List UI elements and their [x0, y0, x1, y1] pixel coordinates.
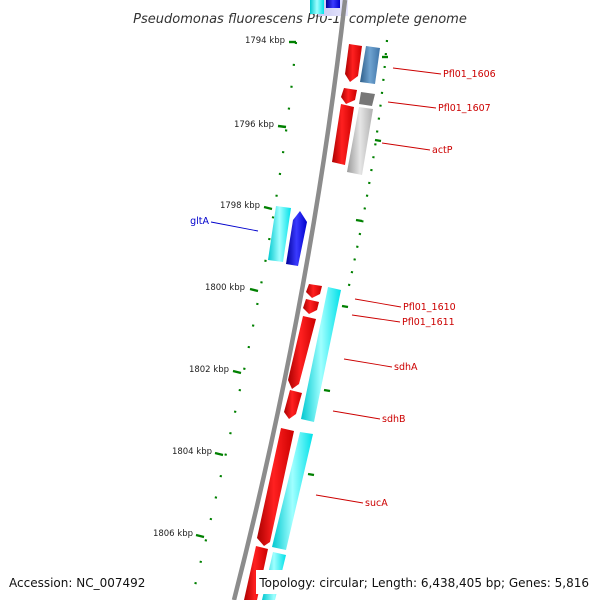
gene-label-sdhA: sdhA: [394, 362, 418, 373]
footer-backdrop-right: [256, 570, 600, 594]
leader-lines: [210, 67, 442, 504]
genome-backbone: [231, 0, 348, 600]
accession-text: Accession: NC_007492: [9, 576, 145, 590]
scale-label: 1798 kbp: [220, 201, 260, 211]
gene-sucA: [257, 428, 313, 550]
feature-top-partial: [310, 0, 348, 16]
topology-summary: Topology: circular; Length: 6,438,405 bp…: [258, 576, 589, 590]
cyan-strand-1: [301, 287, 341, 422]
gene-label-pfl01-1606: Pfl01_1606: [443, 69, 496, 80]
scale-label: 1804 kbp: [172, 447, 212, 457]
gene-label-pfl01-1607: Pfl01_1607: [438, 103, 491, 114]
track-ticks: [307, 55, 388, 477]
scale-label: 1800 kbp: [205, 283, 245, 293]
scale-labels: 1794 kbp 1796 kbp 1798 kbp 1800 kbp 1802…: [153, 36, 285, 539]
gene-label-actP: actP: [432, 145, 453, 156]
scale-label: 1806 kbp: [153, 529, 193, 539]
gene-label-sdhB: sdhB: [382, 414, 406, 425]
gene-sdhA: [288, 316, 316, 389]
gene-actP: [332, 104, 373, 175]
genome-title: Pseudomonas fluorescens Pf0-1, complete …: [133, 12, 467, 27]
gene-pfl01-1606: [345, 44, 380, 84]
gene-label-pfl01-1611: Pfl01_1611: [402, 317, 455, 328]
gene-label-sucA: sucA: [365, 498, 388, 509]
scale-dots-inner: [190, 41, 298, 599]
scale-label: 1802 kbp: [189, 365, 229, 375]
gene-gltA: [268, 206, 307, 266]
scale-dots-outer: [346, 39, 389, 291]
gene-pfl01-1610: [306, 284, 322, 298]
scale-label: 1794 kbp: [245, 36, 285, 46]
gene-labels: Pfl01_1606 Pfl01_1607 actP gltA Pfl01_16…: [190, 69, 496, 509]
gene-label-pfl01-1610: Pfl01_1610: [403, 302, 456, 313]
gene-sdhB: [284, 390, 302, 419]
gene-pfl01-1611: [303, 299, 319, 314]
scale-label: 1796 kbp: [234, 120, 274, 130]
scale-ticks: [195, 40, 296, 539]
gene-pfl01-1607: [341, 88, 375, 106]
gene-label-gltA: gltA: [190, 216, 209, 227]
